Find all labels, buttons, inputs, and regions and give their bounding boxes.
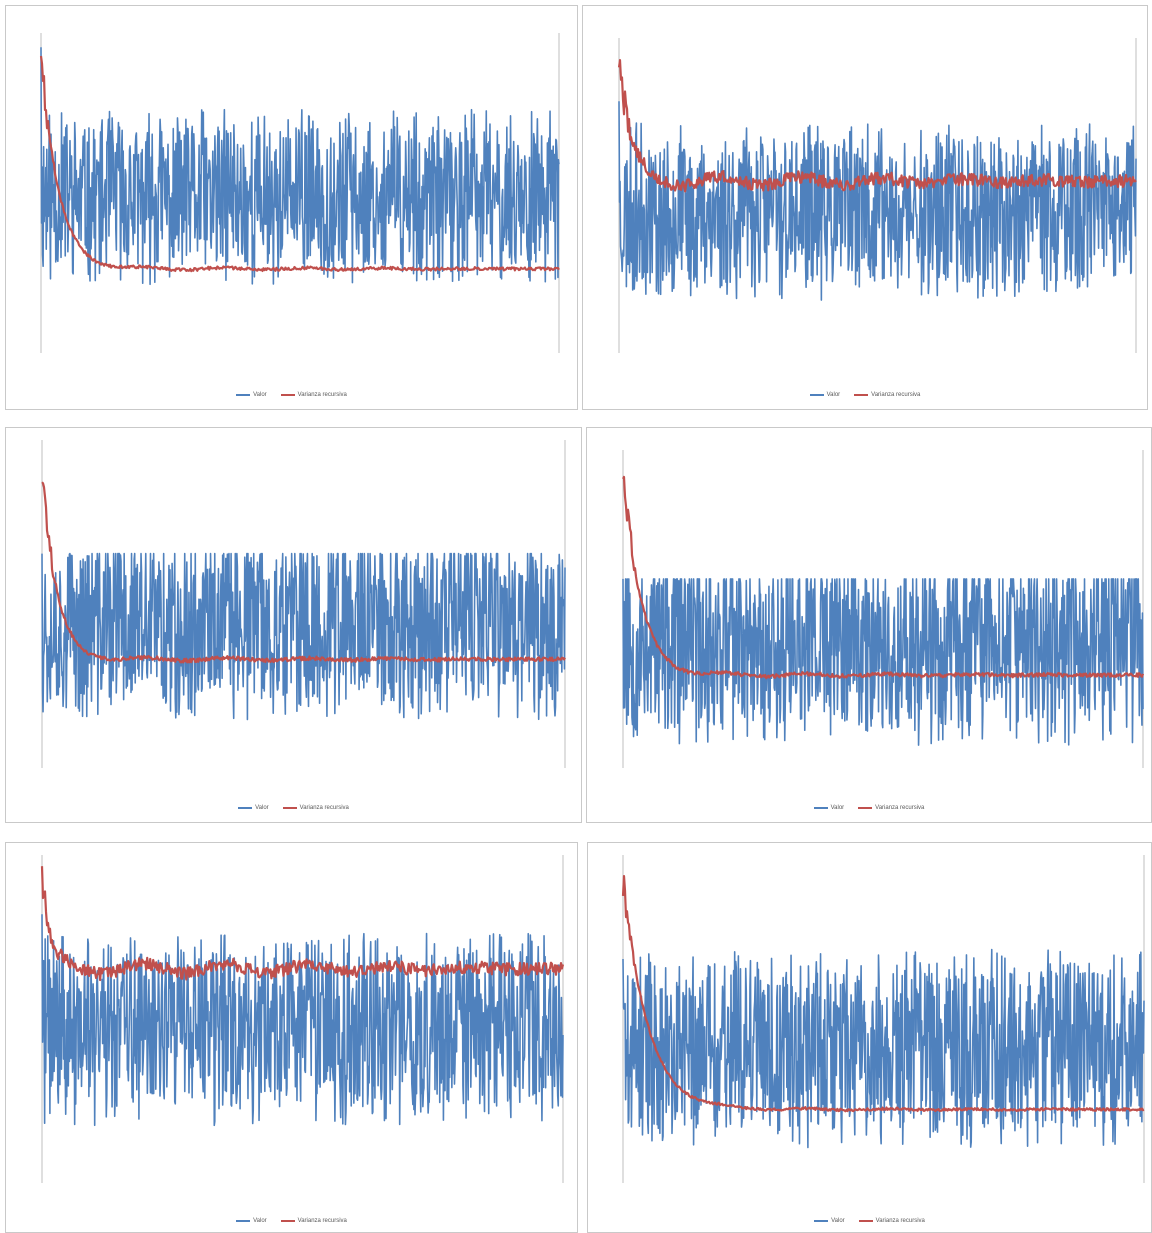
legend-item-valor: Valor [236,392,267,398]
series-valor [622,948,1145,1149]
legend-item-valor: Valor [809,392,841,398]
legend-swatch-varianza [282,807,297,809]
legend-swatch-varianza [858,807,873,809]
chart-svg [622,450,1145,768]
series-varianza-recursiva [41,481,566,664]
legend-swatch-valor [236,1220,251,1222]
legend-item-varianza: Varianza recursiva [282,805,349,811]
series-valor [618,101,1137,301]
legend-item-valor: Valor [813,805,845,811]
chart-panel-1: Valor Varianza recursiva [5,5,578,410]
legend-label-varianza: Varianza recursiva [297,392,347,398]
chart-panel-4: Valor Varianza recursiva [586,427,1152,823]
legend-label-valor: Valor [253,1218,267,1224]
series-varianza-recursiva [621,875,1145,1113]
chart-panel-2: Valor Varianza recursiva [582,5,1148,410]
chart-svg [621,855,1145,1183]
legend-swatch-valor [814,1220,829,1222]
legend-swatch-valor [236,394,251,396]
chart-legend: Valor Varianza recursiva [583,392,1147,398]
legend-label-valor: Valor [253,392,267,398]
legend-swatch-varianza [280,394,295,396]
legend-swatch-valor [809,394,824,396]
chart-panel-6: Valor Varianza recursiva [587,842,1152,1233]
legend-label-valor: Valor [830,805,845,811]
legend-label-valor: Valor [826,392,841,398]
legend-label-varianza: Varianza recursiva [875,1218,925,1224]
legend-label-varianza: Varianza recursiva [297,1218,347,1224]
series-valor [41,552,566,721]
chart-panel-3: Valor Varianza recursiva [5,427,582,823]
legend-item-varianza: Varianza recursiva [280,1218,347,1224]
chart-svg [39,33,560,353]
legend-label-varianza: Varianza recursiva [875,805,925,811]
series-varianza-recursiva [39,55,560,273]
series-valor [40,47,560,286]
legend-label-valor: Valor [255,805,269,811]
legend-item-varianza: Varianza recursiva [280,392,347,398]
series-valor [41,914,564,1127]
legend-item-varianza: Varianza recursiva [858,805,924,811]
chart-legend: Valor Varianza recursiva [6,1218,577,1224]
chart-legend: Valor Varianza recursiva [588,1218,1151,1224]
legend-swatch-varianza [858,1220,873,1222]
series-varianza-recursiva [40,866,565,982]
legend-item-valor: Valor [236,1218,267,1224]
chart-svg [617,38,1137,353]
legend-swatch-valor [238,807,253,809]
legend-item-valor: Valor [238,805,269,811]
series-valor [622,578,1144,746]
legend-swatch-varianza [854,394,869,396]
chart-svg [41,440,566,768]
chart-legend: Valor Varianza recursiva [6,392,577,398]
legend-item-varianza: Varianza recursiva [854,392,920,398]
legend-item-varianza: Varianza recursiva [858,1218,925,1224]
legend-label-varianza: Varianza recursiva [299,805,349,811]
chart-legend: Valor Varianza recursiva [6,805,581,811]
legend-label-valor: Valor [831,1218,845,1224]
legend-swatch-valor [813,807,828,809]
chart-svg [40,855,565,1183]
chart-legend: Valor Varianza recursiva [587,805,1151,811]
series-varianza-recursiva [622,475,1145,680]
legend-label-varianza: Varianza recursiva [871,392,921,398]
series-varianza-recursiva [617,59,1137,193]
chart-panel-5: Valor Varianza recursiva [5,842,578,1233]
legend-item-valor: Valor [814,1218,845,1224]
legend-swatch-varianza [280,1220,295,1222]
